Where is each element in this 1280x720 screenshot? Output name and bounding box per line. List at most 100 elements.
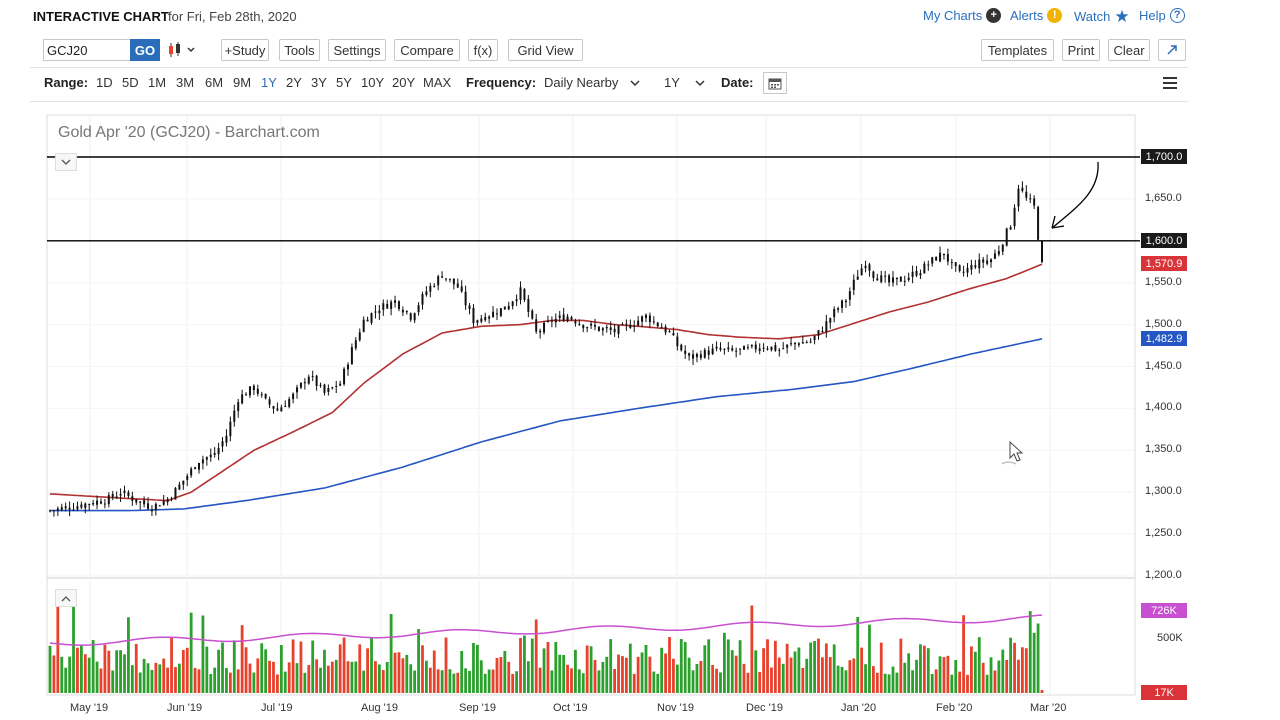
volume-bar <box>542 648 546 693</box>
hamburger-menu-icon <box>1163 77 1177 89</box>
tools-button[interactable]: Tools <box>279 39 320 61</box>
volume-bar <box>762 648 766 693</box>
compare-button[interactable]: Compare <box>394 39 460 61</box>
range-label: Range: <box>44 75 89 90</box>
period-value: 1Y <box>664 75 680 90</box>
volume-bar <box>617 654 620 693</box>
clear-button[interactable]: Clear <box>1108 39 1150 61</box>
collapse-price-pane-button[interactable] <box>55 153 77 171</box>
candle-body <box>495 313 498 315</box>
volume-bar <box>346 661 350 693</box>
watch-link[interactable]: Watch ★ <box>1074 8 1130 25</box>
candle-body <box>103 503 106 505</box>
candle-body <box>107 495 110 505</box>
volume-bar <box>311 640 315 693</box>
range-option-5d[interactable]: 5D <box>122 75 139 90</box>
grid-view-button[interactable]: Grid View <box>508 39 583 61</box>
horizontal-lines <box>47 156 1140 242</box>
candle-body <box>770 346 773 351</box>
function-button[interactable]: f(x) <box>468 39 498 61</box>
menu-button[interactable] <box>1161 76 1179 90</box>
volume-bar <box>499 657 503 693</box>
candle-body <box>797 343 800 345</box>
candle-body <box>617 325 620 334</box>
help-link[interactable]: Help ? <box>1139 8 1185 23</box>
range-option-10y[interactable]: 10Y <box>361 75 385 90</box>
volume-bar <box>507 661 511 693</box>
range-option-5y[interactable]: 5Y <box>336 75 352 90</box>
candle-body <box>695 353 698 358</box>
candle-body <box>515 299 518 302</box>
candle-body <box>950 262 953 264</box>
chart-title: Gold Apr '20 (GCJ20) - Barchart.com <box>58 124 320 141</box>
volume-bar <box>844 670 848 693</box>
range-option-max[interactable]: MAX <box>423 75 452 90</box>
volume-bar <box>421 645 424 693</box>
candle-body <box>582 324 585 329</box>
print-button[interactable]: Print <box>1062 39 1100 61</box>
y-tick-label: 1,400.0 <box>1145 401 1182 414</box>
candle-body <box>927 264 930 266</box>
collapse-volume-pane-button[interactable] <box>55 589 77 607</box>
volume-bar <box>342 637 346 693</box>
volume-bar <box>64 667 68 693</box>
candle-body <box>370 313 373 323</box>
volume-bar <box>926 648 930 693</box>
candle-body <box>793 342 796 345</box>
volume-bar <box>1020 647 1024 693</box>
volume-bar <box>773 640 777 693</box>
volume-bar <box>479 660 483 693</box>
alerts-link[interactable]: Alerts ! <box>1010 8 1063 23</box>
frequency-select[interactable]: Daily Nearby <box>544 75 640 90</box>
volume-bar <box>585 645 589 693</box>
templates-button[interactable]: Templates <box>981 39 1054 61</box>
fullscreen-button[interactable] <box>1158 39 1186 61</box>
candle-body <box>170 498 173 500</box>
range-option-1y[interactable]: 1Y <box>261 75 277 90</box>
add-study-button[interactable]: +Study <box>221 39 269 61</box>
volume-bar <box>1005 659 1009 693</box>
range-option-1d[interactable]: 1D <box>96 75 113 90</box>
settings-button[interactable]: Settings <box>328 39 386 61</box>
my-charts-link[interactable]: My Charts + <box>923 8 1002 23</box>
volume-bar <box>146 663 150 693</box>
candle-body <box>252 385 255 391</box>
go-button[interactable]: GO <box>130 39 160 61</box>
volume-bar <box>523 635 526 693</box>
volume-bar <box>515 671 518 693</box>
candle-body <box>401 309 404 313</box>
range-option-6m[interactable]: 6M <box>205 75 224 90</box>
volume-bar <box>785 643 789 693</box>
ma-50-line <box>49 263 1043 502</box>
level-tag-1700: 1,700.0 <box>1141 149 1187 164</box>
candle-body <box>911 271 914 277</box>
volume-bar <box>213 667 217 693</box>
volume-bar <box>158 664 162 693</box>
candle-body <box>762 347 765 349</box>
candle-body <box>633 325 636 327</box>
range-option-20y[interactable]: 20Y <box>392 75 416 90</box>
volume-bar <box>225 668 228 693</box>
volume-bar <box>374 661 377 693</box>
volume-bar <box>413 670 417 693</box>
range-option-3y[interactable]: 3Y <box>311 75 327 90</box>
period-select[interactable]: 1Y <box>664 75 705 90</box>
volume-bar <box>154 662 158 693</box>
x-axis-label: May '19 <box>70 702 109 714</box>
chart-type-selector[interactable] <box>167 41 201 59</box>
candle-body <box>527 298 530 312</box>
range-option-3m[interactable]: 3M <box>176 75 195 90</box>
range-option-2y[interactable]: 2Y <box>286 75 302 90</box>
volume-bar <box>60 656 64 693</box>
volume-last-tag: 17K <box>1141 685 1187 700</box>
volume-bar <box>750 605 754 693</box>
candle-body <box>672 333 675 336</box>
range-option-1m[interactable]: 1M <box>148 75 167 90</box>
candle-body <box>946 254 949 262</box>
volume-bar <box>193 667 197 693</box>
volume-bar <box>409 664 413 693</box>
date-picker-button[interactable] <box>763 72 787 94</box>
range-option-9m[interactable]: 9M <box>233 75 252 90</box>
